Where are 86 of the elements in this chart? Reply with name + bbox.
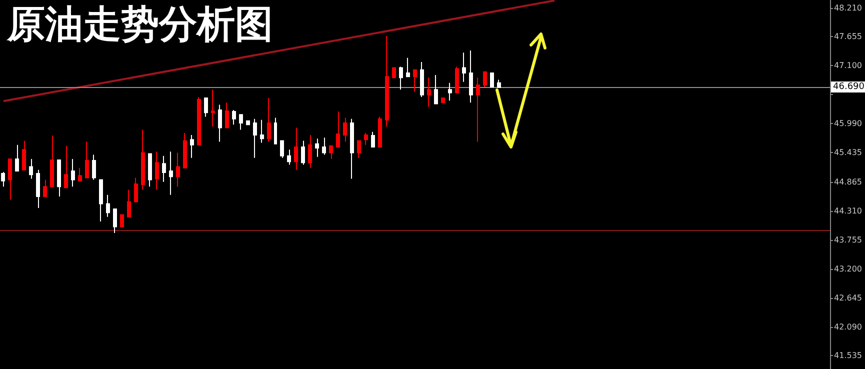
candlestick bbox=[427, 77, 431, 108]
candlestick bbox=[260, 119, 264, 144]
candlestick bbox=[127, 189, 131, 218]
candlestick bbox=[420, 62, 424, 98]
candlestick bbox=[141, 129, 145, 190]
candlestick bbox=[99, 179, 103, 222]
candlestick bbox=[413, 69, 417, 92]
candlestick bbox=[15, 144, 19, 172]
candlestick bbox=[497, 79, 501, 88]
candlestick bbox=[371, 131, 375, 148]
candlestick bbox=[364, 132, 368, 146]
candlestick bbox=[490, 72, 494, 88]
candlestick bbox=[350, 118, 354, 180]
y-tick-label: 42.645 bbox=[834, 293, 862, 302]
candlestick bbox=[406, 57, 410, 78]
ref-line-label: 46.690 bbox=[833, 82, 865, 92]
candlestick bbox=[448, 82, 452, 102]
candlestick bbox=[378, 116, 382, 148]
y-tick-label: 45.990 bbox=[834, 119, 862, 128]
candlestick bbox=[92, 154, 96, 180]
candlestick bbox=[183, 132, 187, 168]
candlestick bbox=[78, 167, 82, 182]
candlestick bbox=[120, 214, 124, 228]
candlestick bbox=[308, 134, 312, 168]
candlestick bbox=[301, 140, 305, 166]
candlestick bbox=[85, 141, 89, 178]
y-tick-label: 41.535 bbox=[834, 351, 862, 360]
y-tick-label: 47.655 bbox=[834, 32, 862, 42]
y-tick-label: 47.100 bbox=[834, 61, 862, 70]
candlestick bbox=[385, 35, 389, 128]
y-tick-label: 44.865 bbox=[834, 178, 862, 187]
candlestick bbox=[239, 114, 243, 130]
candlestick bbox=[148, 153, 152, 188]
candlestick bbox=[476, 77, 480, 142]
candlestick bbox=[204, 97, 208, 118]
y-tick-label: 42.090 bbox=[834, 322, 862, 332]
y-tick-label: 45.435 bbox=[834, 148, 862, 157]
candlestick bbox=[176, 152, 180, 188]
candlestick bbox=[211, 89, 215, 128]
candlestick bbox=[462, 52, 466, 82]
candlestick bbox=[455, 66, 459, 94]
candlestick bbox=[50, 135, 54, 188]
y-tick-label: 43.755 bbox=[834, 236, 862, 245]
candlestick bbox=[134, 177, 138, 202]
candlestick bbox=[274, 117, 277, 144]
candlestick bbox=[22, 140, 26, 170]
candlestick bbox=[190, 134, 194, 158]
candlestick bbox=[434, 74, 438, 104]
candlestick bbox=[197, 96, 201, 146]
candlestick bbox=[315, 138, 319, 158]
candlestick bbox=[225, 102, 229, 128]
candlestick bbox=[71, 158, 75, 188]
candlestick bbox=[57, 160, 61, 197]
candlestick bbox=[392, 67, 396, 78]
candlestick bbox=[483, 71, 487, 88]
candlestick bbox=[357, 140, 361, 158]
candlestick bbox=[232, 109, 236, 126]
candlestick bbox=[169, 151, 173, 196]
candlestick bbox=[336, 111, 340, 148]
candlestick bbox=[246, 120, 250, 126]
candlestick bbox=[280, 140, 284, 158]
candlestick bbox=[1, 171, 5, 188]
y-tick-label: 43.200 bbox=[834, 264, 862, 274]
candlestick bbox=[218, 104, 222, 142]
chart-title: 原油走势分析图 bbox=[6, 2, 273, 46]
candlestick bbox=[162, 155, 166, 182]
candlestick bbox=[294, 127, 298, 170]
candlestick bbox=[155, 151, 159, 190]
y-tick-label: 48.210 bbox=[834, 3, 862, 12]
candlestick bbox=[106, 194, 110, 218]
candlestick bbox=[399, 66, 403, 90]
candlestick bbox=[64, 145, 68, 188]
candlestick bbox=[36, 169, 40, 208]
candlestick bbox=[322, 137, 326, 156]
candlestick bbox=[287, 149, 291, 166]
candlestick bbox=[441, 97, 445, 104]
candlestick bbox=[253, 118, 257, 158]
y-tick-label: 44.310 bbox=[834, 206, 862, 216]
candlestick bbox=[29, 158, 33, 180]
candlestick bbox=[8, 158, 12, 200]
candlestick bbox=[329, 145, 333, 160]
candlestick bbox=[343, 117, 347, 142]
candlestick bbox=[43, 179, 47, 197]
candlestick bbox=[113, 208, 117, 234]
candlestick bbox=[469, 50, 473, 104]
candlestick bbox=[267, 97, 271, 142]
